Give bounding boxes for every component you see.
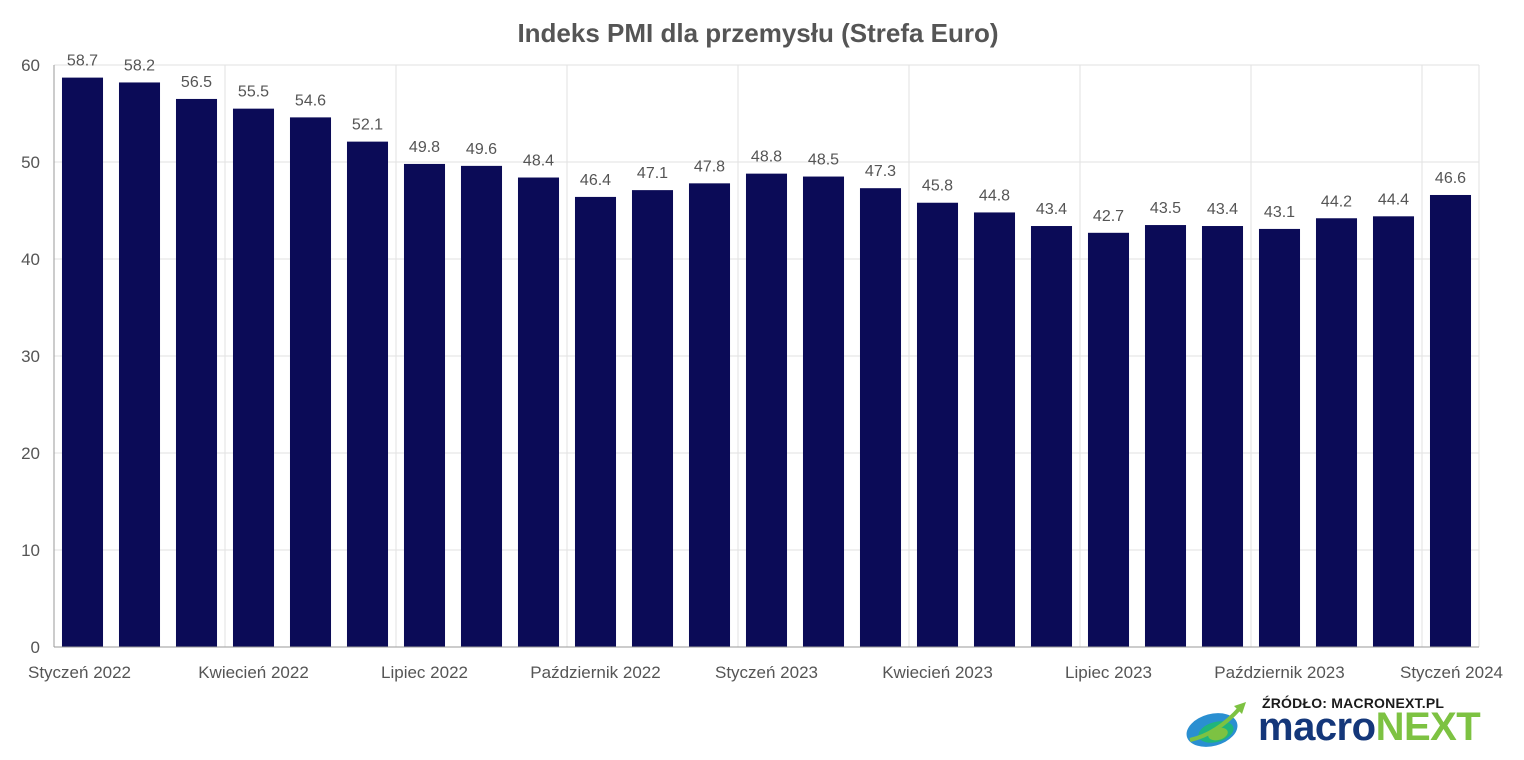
- bar: [118, 82, 161, 647]
- brand-macro: macro: [1258, 705, 1376, 749]
- data-label: 47.8: [694, 158, 725, 175]
- bar: [745, 173, 788, 647]
- macronext-logo-icon: [1182, 700, 1252, 760]
- data-label: 48.5: [808, 152, 839, 169]
- y-tick-label: 10: [21, 541, 40, 560]
- bar: [631, 190, 674, 647]
- bar: [916, 202, 959, 648]
- data-label: 47.1: [637, 165, 668, 182]
- x-tick-label: Lipiec 2022: [381, 663, 468, 682]
- data-label: 48.4: [523, 153, 554, 170]
- data-label: 56.5: [181, 74, 212, 91]
- y-tick-label: 60: [21, 56, 40, 75]
- x-tick-label: Październik 2023: [1214, 663, 1344, 682]
- bar: [1315, 218, 1358, 647]
- bar: [1372, 216, 1415, 647]
- bar: [1030, 226, 1073, 647]
- data-label: 43.4: [1036, 201, 1067, 218]
- bar: [973, 212, 1016, 647]
- x-tick-label: Styczeń 2022: [28, 663, 131, 682]
- data-label: 44.2: [1321, 193, 1352, 210]
- x-tick-label: Styczeń 2024: [1400, 663, 1503, 682]
- bar: [802, 176, 845, 648]
- data-label: 46.6: [1435, 170, 1466, 187]
- bar: [403, 163, 446, 647]
- y-axis: 0 10 20 30 40 50 60: [21, 56, 55, 657]
- data-label: 49.8: [409, 139, 440, 156]
- y-tick-label: 0: [31, 638, 40, 657]
- bar: [517, 177, 560, 647]
- data-label: 49.6: [466, 141, 497, 158]
- data-label: 46.4: [580, 172, 611, 189]
- bar: [61, 77, 104, 648]
- data-label: 58.7: [67, 53, 98, 70]
- data-label: 52.1: [352, 117, 383, 134]
- y-tick-label: 50: [21, 153, 40, 172]
- data-label: 55.5: [238, 84, 269, 101]
- source-label: ŹRÓDŁO: MACRONEXT.PL: [1262, 695, 1445, 711]
- bar: [289, 117, 332, 647]
- data-label: 47.3: [865, 163, 896, 180]
- x-axis: Styczeń 2022 Kwiecień 2022 Lipiec 2022 Paźd…: [28, 646, 1503, 682]
- data-label: 58.2: [124, 57, 155, 74]
- bar: [1258, 228, 1301, 647]
- data-label: 48.8: [751, 149, 782, 166]
- bar: [1087, 232, 1130, 647]
- bar: [460, 165, 503, 647]
- data-label: 43.5: [1150, 200, 1181, 217]
- data-label: 43.1: [1264, 204, 1295, 221]
- brand-next: NEXT: [1375, 705, 1481, 749]
- bar: [1144, 225, 1187, 648]
- bar: [574, 196, 617, 648]
- brand-logo-text: macroNEXT: [1258, 705, 1481, 750]
- data-label: 54.6: [295, 92, 326, 109]
- data-labels: 58.7 58.2 56.5 55.5 54.6 52.1 49.8 49.6 48.4 46.4…: [67, 53, 1466, 225]
- data-label: 43.4: [1207, 201, 1238, 218]
- y-tick-label: 20: [21, 444, 40, 463]
- bars: [61, 77, 1472, 648]
- y-tick-label: 30: [21, 347, 40, 366]
- data-label: 44.8: [979, 187, 1010, 204]
- bar: [1201, 226, 1244, 647]
- bar: [859, 188, 902, 647]
- bar: [175, 98, 218, 647]
- chart-title: Indeks PMI dla przemysłu (Strefa Euro): [517, 18, 998, 48]
- y-tick-label: 40: [21, 250, 40, 269]
- bar: [232, 108, 275, 647]
- x-tick-label: Lipiec 2023: [1065, 663, 1152, 682]
- bar: [1429, 194, 1472, 648]
- bar: [688, 183, 731, 647]
- data-label: 44.4: [1378, 191, 1409, 208]
- data-label: 45.8: [922, 178, 953, 195]
- x-tick-label: Kwiecień 2022: [198, 663, 309, 682]
- data-label: 42.7: [1093, 208, 1124, 225]
- x-tick-label: Kwiecień 2023: [882, 663, 993, 682]
- bar: [346, 141, 389, 647]
- x-tick-label: Październik 2022: [530, 663, 660, 682]
- x-tick-label: Styczeń 2023: [715, 663, 818, 682]
